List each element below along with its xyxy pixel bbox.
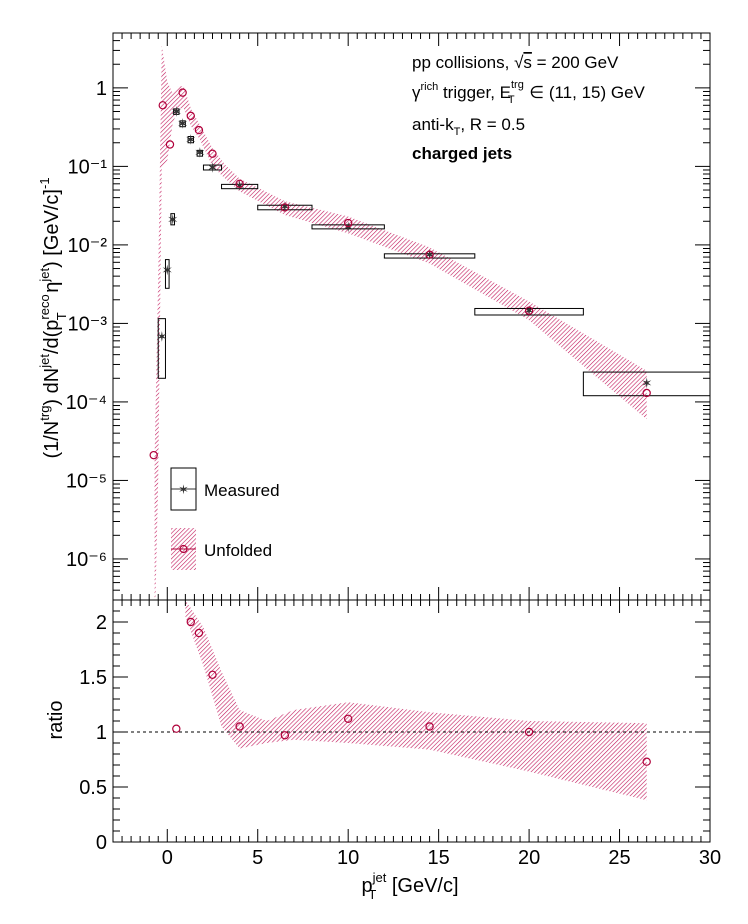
top-y-tick-label: 10⁻¹ [68, 156, 108, 178]
unfolded-point-0 [149, 450, 158, 460]
measured-point-9: ✶ [279, 199, 291, 215]
measured-sys-box-0 [157, 318, 166, 379]
measured-sys-box-3 [173, 108, 180, 115]
legend-measured-marker: ✶ [178, 482, 189, 497]
measured-sys-box-13 [582, 371, 710, 397]
measured-point-1: ✶ [161, 263, 173, 279]
annotation-trigger: γrich trigger, Etrg T ∈ (11, 15) GeV [412, 79, 646, 106]
measured-sys-box-9 [257, 204, 313, 211]
x-tick-label: 20 [518, 847, 540, 869]
x-axis-title: pjet T [GeV/c] [361, 870, 458, 902]
measured-point-11: ✶ [424, 248, 436, 264]
measured-sys-box-8 [221, 183, 259, 190]
ratio-point-1 [186, 617, 195, 627]
x-tick-label: 15 [428, 847, 450, 869]
unfolded-point-12 [642, 388, 651, 398]
top-y-axis-title: (1/Ntrg) dNjet/d(preco T ηjet) [GeV/c]-1 [37, 177, 69, 458]
measured-sys-box-7 [202, 164, 223, 171]
ratio-point-3 [208, 670, 217, 680]
unfolded-point-6 [208, 149, 217, 158]
measured-point-5: ✶ [185, 133, 197, 149]
ratio-marks [172, 617, 651, 766]
unfolded-point-2 [165, 140, 175, 149]
annotation-collisions: pp collisions, √s = 200 GeV [412, 53, 619, 72]
measured-point-3: ✶ [170, 105, 182, 121]
ratio-point-4 [235, 722, 244, 731]
measured-point-13: ✶ [641, 376, 653, 392]
legend-unfolded-marker [179, 544, 188, 554]
top-y-tick-label: 10⁻⁶ [66, 549, 107, 571]
bottom-ticks [113, 599, 711, 843]
legend-entry-unfolded: Unfolded [171, 528, 272, 570]
measured-point-7: ✶ [207, 160, 219, 176]
annotation-algorithm: anti-kT, R = 0.5 [412, 115, 525, 138]
top-y-tick-label: 10⁻⁴ [66, 392, 107, 414]
measured-sys-box-6 [196, 149, 204, 157]
legend-measured-label: Measured [204, 481, 280, 500]
legend-entry-measured: ✶ Measured [170, 467, 280, 511]
measured-point-4: ✶ [177, 117, 189, 133]
measured-point-12: ✶ [523, 304, 535, 320]
unfolded-point-9 [343, 218, 353, 228]
unfolded-point-5 [194, 125, 204, 135]
annotation-jets: charged jets [412, 144, 512, 163]
unfolded-point-7 [235, 179, 244, 189]
legend: ✶ Measured Unfolded [170, 467, 280, 570]
measured-point-6: ✶ [194, 146, 206, 162]
ratio-point-2 [194, 628, 204, 638]
bottom-y-tick-label: 1.5 [79, 667, 107, 689]
bottom-y-tick-label: 2 [96, 612, 107, 634]
x-tick-label: 5 [252, 847, 263, 869]
bottom-y-tick-label: 0.5 [79, 777, 107, 799]
unfolded-band [154, 45, 647, 600]
bottom-y-tick-label: 0 [96, 832, 107, 854]
top-y-tick-label: 10⁻⁵ [66, 470, 107, 492]
x-tick-label: 25 [608, 847, 630, 869]
bottom-y-axis-title: ratio [45, 701, 67, 740]
ratio-uncertainty-band [185, 600, 647, 801]
measured-point-8: ✶ [234, 179, 246, 195]
top-y-tick-label: 10⁻³ [68, 313, 108, 335]
x-tick-label: 30 [699, 847, 721, 869]
x-tick-label: 10 [337, 847, 359, 869]
unfolded-point-11 [524, 306, 534, 315]
unfolded-point-1 [158, 101, 167, 110]
bottom-y-tick-label: 1 [96, 722, 107, 744]
ratio-point-7 [425, 722, 434, 731]
measured-sys-box-4 [179, 120, 186, 128]
ratio-band [185, 600, 647, 801]
measured-sys-box-2 [170, 213, 176, 226]
top-y-tick-label: 10⁻² [68, 235, 108, 257]
measured-sys-box-12 [474, 307, 584, 316]
ratio-point-6 [343, 714, 353, 724]
top-y-tick-labels: 10⁻⁶ 10⁻⁵ 10⁻⁴ 10⁻³ 10⁻² 10⁻¹ 1 [66, 78, 108, 571]
bottom-y-tick-labels: 0 0.5 1 1.5 2 [79, 612, 107, 854]
ratio-point-0 [172, 724, 181, 733]
measured-sys-box-5 [187, 136, 195, 144]
annotation-block: pp collisions, √s = 200 GeV γrich trigge… [412, 53, 646, 163]
ratio-point-9 [642, 757, 651, 766]
unfolded-point-10 [425, 250, 434, 259]
x-tick-label: 0 [162, 847, 173, 869]
bottom-panel: 0 0.5 1 1.5 2 0 5 10 15 20 25 30 [79, 599, 721, 869]
unfolded-point-4 [186, 111, 195, 121]
measured-point-0: ✶ [156, 330, 168, 346]
measured-sys-box-1 [164, 259, 170, 289]
top-ticks [113, 32, 711, 601]
legend-unfolded-label: Unfolded [204, 541, 272, 560]
measured-point-10: ✶ [342, 220, 354, 236]
measured-point-2: ✶ [167, 213, 179, 229]
top-panel: ✶✶✶✶✶✶✶✶✶✶✶✶✶✶ 10⁻⁶10⁻⁵10⁻⁴10⁻³10⁻²10⁻¹1 [66, 32, 711, 601]
ratio-point-5 [280, 731, 290, 740]
x-tick-labels: 0 5 10 15 20 25 30 [162, 847, 721, 869]
top-uncertainty-band [154, 45, 647, 600]
top-y-tick-label: 1 [96, 78, 107, 100]
unfolded-point-3 [178, 88, 187, 97]
ratio-point-8 [524, 727, 534, 737]
unfolded-point-8 [280, 203, 290, 212]
top-data-marks: ✶✶✶✶✶✶✶✶✶✶✶✶✶✶ [149, 88, 653, 460]
measured-sys-box-10 [311, 224, 385, 230]
